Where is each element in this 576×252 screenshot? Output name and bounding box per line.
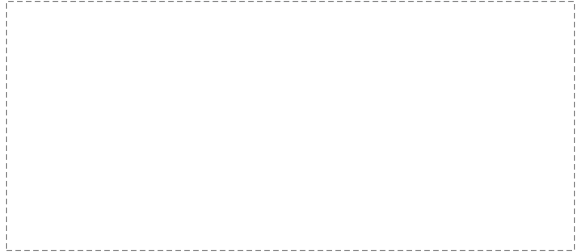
Bar: [133, 84, 564, 181]
Bar: [138, 183, 295, 210]
Bar: [149, 108, 282, 165]
Bar: [454, 89, 559, 177]
Bar: [73, 2, 574, 250]
Bar: [75, 221, 572, 243]
Text: Volume persistant: Volume persistant: [85, 226, 192, 239]
Text: ⋯: ⋯: [367, 186, 381, 200]
Text: Nœud: Nœud: [141, 38, 175, 48]
Bar: [7, 91, 65, 123]
Bar: [161, 121, 183, 149]
Ellipse shape: [161, 145, 183, 153]
Text: Application: Application: [7, 68, 66, 78]
Bar: [314, 183, 434, 210]
Ellipse shape: [161, 117, 183, 125]
Ellipse shape: [161, 116, 183, 127]
Bar: [300, 52, 564, 78]
Text: mssql-server: mssql-server: [188, 122, 256, 133]
Text: Jeu de
réplicas: Jeu de réplicas: [75, 90, 116, 112]
Text: ⋯: ⋯: [12, 82, 18, 88]
Bar: [7, 80, 65, 123]
Bar: [141, 90, 290, 173]
Text: Nœud: Nœud: [318, 38, 352, 48]
Bar: [449, 32, 564, 213]
Bar: [454, 183, 559, 210]
Bar: [314, 89, 434, 177]
Circle shape: [89, 14, 97, 22]
Text: Service: Service: [143, 58, 190, 71]
Text: Kubernetes
Cluster: Kubernetes Cluster: [110, 6, 169, 27]
Bar: [133, 32, 300, 213]
Bar: [133, 52, 300, 78]
Text: Pod: Pod: [147, 94, 166, 105]
Bar: [7, 80, 65, 91]
Bar: [310, 32, 439, 213]
Circle shape: [79, 4, 107, 32]
Text: Nœud: Nœud: [457, 38, 491, 48]
